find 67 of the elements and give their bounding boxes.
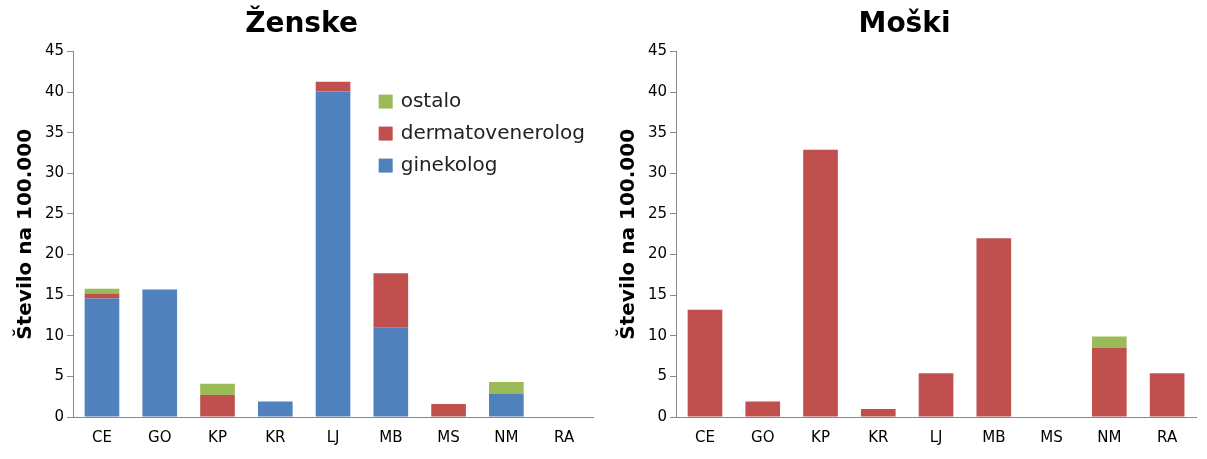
x-tick-label: LJ	[326, 427, 340, 446]
legend-label: ginekolog	[400, 151, 498, 176]
x-tick-label: CE	[91, 427, 112, 446]
chart-title: Ženske	[245, 5, 358, 40]
x-tick-label: LJ	[929, 427, 943, 446]
y-tick-label: 15	[647, 285, 668, 304]
bar	[200, 383, 235, 396]
bar	[315, 91, 351, 417]
bar	[200, 395, 235, 417]
bar	[489, 382, 524, 394]
y-tick-label: 45	[647, 41, 668, 60]
x-tick-label: GO	[148, 427, 172, 446]
x-tick-label: RA	[554, 427, 575, 446]
x-tick-label: NM	[494, 427, 519, 446]
y-tick-label: 45	[44, 41, 65, 60]
y-tick-label: 25	[44, 203, 65, 222]
x-tick-label: MS	[437, 427, 460, 446]
y-tick-label: 10	[647, 325, 668, 344]
bar	[84, 298, 120, 417]
y-tick-label: 25	[647, 203, 668, 222]
bar	[860, 408, 896, 417]
bar	[489, 393, 524, 417]
bar	[1092, 336, 1127, 348]
x-tick-label: NM	[1097, 427, 1122, 446]
bar	[687, 309, 723, 417]
y-axis-title: Število na 100.000	[615, 128, 640, 340]
bar	[803, 149, 838, 417]
y-tick-label: 35	[44, 122, 65, 141]
bar	[257, 401, 293, 417]
y-tick-label: 0	[54, 406, 65, 425]
x-tick-label: MS	[1040, 427, 1063, 446]
x-tick-label: CE	[694, 427, 715, 446]
y-tick-label: 10	[44, 325, 65, 344]
bar	[315, 81, 351, 92]
x-tick-label: KP	[208, 427, 227, 446]
y-tick-label: 15	[44, 285, 65, 304]
bar	[918, 373, 954, 417]
x-tick-label: KP	[811, 427, 830, 446]
x-tick-label: RA	[1157, 427, 1178, 446]
bar	[745, 401, 781, 417]
legend-label: ostalo	[400, 87, 462, 112]
y-tick-label: 5	[657, 366, 668, 385]
y-tick-label: 20	[647, 244, 668, 263]
bar	[1149, 373, 1185, 417]
x-tick-label: KR	[265, 427, 286, 446]
x-tick-label: MB	[982, 427, 1006, 446]
x-tick-label: MB	[379, 427, 403, 446]
y-tick-label: 20	[44, 244, 65, 263]
bar	[1092, 347, 1127, 417]
y-tick-label: 0	[657, 406, 668, 425]
x-tick-label: KR	[868, 427, 889, 446]
y-tick-label: 30	[647, 163, 668, 182]
bar	[976, 238, 1012, 417]
legend-label: dermatovenerolog	[400, 119, 586, 144]
bar	[142, 289, 178, 417]
y-tick-label: 35	[647, 122, 668, 141]
bar	[431, 404, 466, 417]
chart-title: Moški	[858, 6, 951, 40]
y-tick-label: 5	[54, 366, 65, 385]
y-axis-title: Število na 100.000	[12, 128, 37, 340]
y-tick-label: 40	[44, 82, 65, 101]
bar	[84, 288, 120, 294]
y-tick-label: 30	[44, 163, 65, 182]
bar	[373, 327, 409, 417]
x-tick-label: GO	[751, 427, 775, 446]
bar	[373, 273, 409, 328]
y-tick-label: 40	[647, 82, 668, 101]
